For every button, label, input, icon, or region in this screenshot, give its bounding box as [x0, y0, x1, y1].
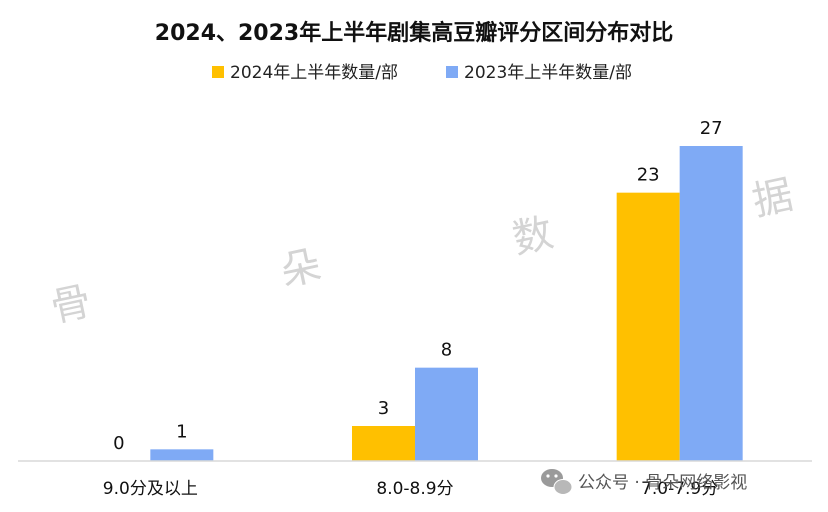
x-tick-label-1: 8.0-8.9分 — [376, 479, 453, 499]
wechat-icon — [541, 469, 573, 495]
legend-label-2024: 2024年上半年数量/部 — [230, 63, 398, 83]
bar-2023-1 — [415, 367, 478, 461]
bar-2024-1 — [352, 426, 415, 461]
legend-swatch-2024 — [212, 66, 224, 78]
footer-brand: 公众号 · 骨朵网络影视 — [541, 469, 747, 495]
footer-text: 公众号 · 骨朵网络影视 — [578, 473, 747, 493]
watermark-char-3: 数 — [509, 210, 558, 263]
bar-2023-2 — [679, 146, 743, 461]
bar-2023-0 — [150, 449, 214, 461]
legend-swatch-2023 — [446, 66, 458, 78]
data-label-2023-2: 27 — [700, 118, 723, 139]
data-label-2023-0: 1 — [176, 421, 187, 442]
data-label-2024-2: 23 — [637, 165, 660, 186]
bars-layer: 0 1 3 8 23 27 — [113, 118, 743, 461]
bar-2024-2 — [616, 192, 680, 461]
data-label-2023-1: 8 — [441, 340, 452, 361]
watermark-char-2: 朵 — [276, 242, 325, 295]
x-tick-label-2: 7.0-7.9分 — [641, 479, 718, 499]
x-tick-label-0: 9.0分及以上 — [103, 479, 198, 499]
watermark-char-1: 骨 — [47, 278, 96, 331]
watermark: 骨 朵 数 据 — [47, 172, 797, 332]
legend: 2024年上半年数量/部 2023年上半年数量/部 — [212, 63, 632, 83]
x-axis-ticks: 9.0分及以上 8.0-8.9分 7.0-7.9分 — [103, 479, 718, 499]
legend-label-2023: 2023年上半年数量/部 — [464, 63, 632, 83]
chart-title: 2024、2023年上半年剧集高豆瓣评分区间分布对比 — [155, 20, 673, 46]
watermark-char-4: 据 — [748, 172, 797, 225]
data-label-2024-0: 0 — [113, 433, 124, 454]
data-label-2024-1: 3 — [378, 398, 389, 419]
